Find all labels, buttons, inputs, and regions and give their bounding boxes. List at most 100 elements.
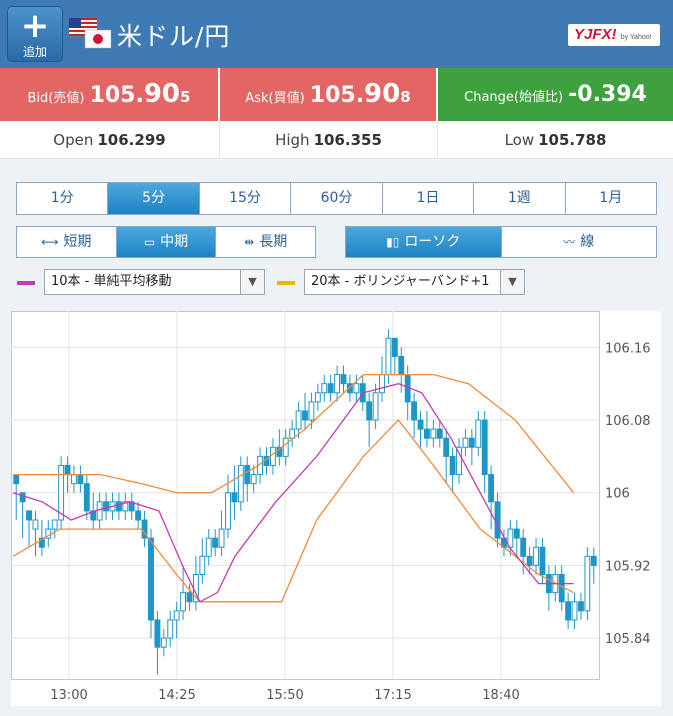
candle-body: [122, 501, 129, 512]
candle-body: [302, 410, 308, 421]
candle-body: [507, 528, 514, 548]
candle-body: [96, 501, 103, 521]
high-label: High: [275, 131, 310, 149]
candle-body: [51, 519, 58, 530]
candle-body: [417, 419, 424, 430]
tab-1day[interactable]: 1日: [383, 183, 475, 214]
x-tick-label: 14:25: [158, 688, 195, 703]
candle-body: [558, 574, 565, 603]
band-select[interactable]: 20本 - ボリンジャーバンド+1 ▼: [304, 269, 525, 295]
y-tick-label: 106.08: [605, 414, 651, 429]
candle-body: [13, 474, 20, 485]
tab-1min[interactable]: 1分: [17, 183, 109, 214]
bid-value: 105.905: [89, 79, 191, 109]
square-icon: ▭: [143, 235, 156, 249]
tab-15min[interactable]: 15分: [200, 183, 292, 214]
candle-body: [26, 510, 32, 521]
sma-line: [12, 383, 574, 603]
tab-5min[interactable]: 5分: [108, 183, 200, 214]
low-value: 105.788: [538, 131, 607, 149]
change-label: Change(始値比): [464, 90, 564, 105]
candle-body: [38, 537, 45, 548]
tab-60min[interactable]: 60分: [291, 183, 383, 214]
candle-body: [513, 528, 520, 539]
candle-body: [237, 464, 244, 503]
band-legend-swatch: [277, 281, 295, 285]
y-tick-label: 106.16: [605, 341, 651, 356]
candle-body: [64, 464, 71, 476]
sma-select-value: 10本 - 単純平均移動: [51, 274, 172, 289]
candle-body: [539, 546, 546, 576]
candle-body: [533, 546, 539, 566]
tab-line[interactable]: 〰線: [502, 227, 657, 257]
expand-horizontal-icon: ⇹: [244, 235, 255, 249]
candle-body: [167, 619, 174, 639]
candle-body: [353, 383, 360, 394]
term-tabs: ⟷ 短期 ▭ 中期 ⇹ 長期: [16, 226, 316, 258]
candle-body: [385, 337, 392, 376]
candle-body: [289, 428, 296, 439]
candle-body: [372, 392, 379, 421]
candle-body: [443, 437, 450, 457]
candle-body: [77, 474, 84, 485]
bid-label: Bid(売値): [27, 91, 85, 106]
y-tick-label: 106: [605, 487, 630, 502]
candle-body: [379, 374, 385, 394]
plus-icon: +: [20, 6, 50, 46]
candle-body: [83, 483, 90, 512]
chevron-down-icon: ▼: [240, 270, 264, 294]
add-button[interactable]: + 追加: [7, 6, 63, 62]
tab-candlestick[interactable]: ▮▯ ローソク: [346, 227, 502, 257]
price-chart[interactable]: 106.16 106.08 106 105.92 105.84 13:00 14:25 15:…: [11, 311, 661, 706]
candle-body: [308, 401, 315, 421]
chevron-down-icon: ▼: [500, 270, 524, 294]
sma-select[interactable]: 10本 - 単純平均移動 ▼: [44, 269, 265, 295]
candle-body: [186, 592, 193, 603]
ask-label: Ask(買値): [245, 91, 305, 106]
candle-body: [449, 455, 456, 476]
candle-body: [103, 501, 109, 512]
change-value: -0.394: [568, 82, 647, 107]
tab-mid-term[interactable]: ▭ 中期: [116, 227, 217, 257]
candle-body: [334, 374, 341, 394]
low-label: Low: [504, 131, 535, 149]
y-tick-label: 105.84: [605, 632, 651, 647]
y-tick-label: 105.92: [605, 559, 651, 574]
line-chart-icon: 〰: [563, 235, 576, 249]
open-label: Open: [53, 131, 94, 149]
candle-body: [565, 601, 572, 621]
candle-body: [520, 537, 527, 557]
app-header: + 追加 米ドル/円 YJFX! by Yahoo!: [0, 0, 673, 68]
bid-cell: Bid(売値) 105.905: [0, 68, 219, 121]
tab-short-term[interactable]: ⟷ 短期: [17, 227, 117, 257]
candle-body: [231, 492, 238, 503]
open-value: 106.299: [97, 131, 166, 149]
candle-body: [115, 501, 122, 512]
candle-body: [436, 428, 443, 439]
logo-text: YJFX!: [574, 26, 617, 43]
x-tick-label: 13:00: [50, 688, 87, 703]
candle-body: [135, 510, 142, 521]
candle-body: [462, 437, 469, 448]
price-chart-svg: 106.16 106.08 106 105.92 105.84 13:00 14:25 15:…: [11, 311, 651, 703]
candle-body: [398, 355, 405, 376]
candle-body: [321, 383, 328, 394]
high-cell: High 106.355: [220, 121, 438, 159]
tab-1month[interactable]: 1月: [599, 190, 623, 206]
tab-1week[interactable]: 1週: [474, 183, 566, 214]
add-button-label: 追加: [22, 45, 47, 59]
candle-body: [430, 428, 437, 439]
candle-body: [391, 337, 398, 357]
tab-long-term[interactable]: ⇹ 長期: [216, 227, 315, 257]
candle-body: [314, 392, 321, 403]
x-tick-label: 15:50: [266, 688, 303, 703]
candle-body: [269, 446, 276, 466]
candle-body: [32, 519, 39, 530]
candle-body: [526, 555, 533, 566]
ohl-row: Open 106.299 High 106.355 Low 105.788: [0, 121, 673, 159]
candle-body: [173, 610, 180, 621]
candle-body: [456, 446, 462, 476]
candle-body: [205, 537, 212, 557]
candle-body: [160, 637, 167, 648]
candle-body: [475, 419, 482, 448]
